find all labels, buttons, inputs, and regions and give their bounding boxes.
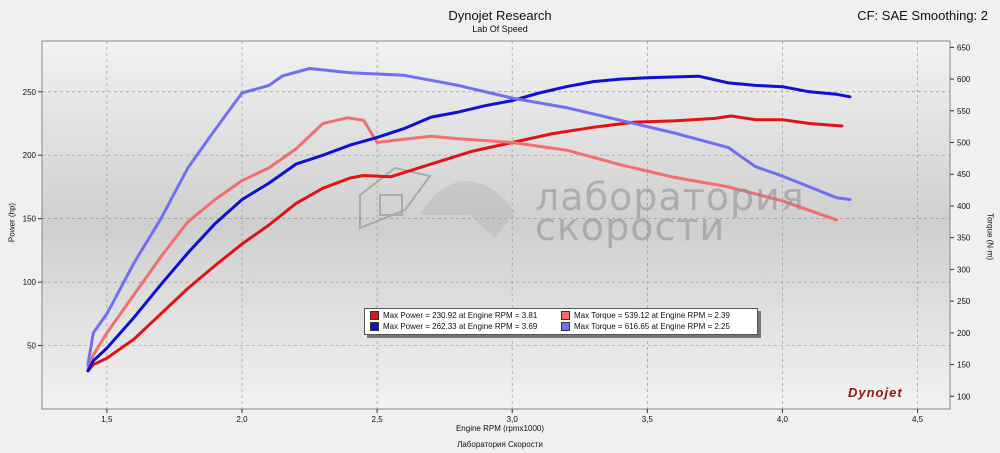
y2-tick-label: 400: [957, 202, 971, 211]
legend-item-red-torque: Max Torque = 539.12 at Engine RPM = 2.39: [561, 311, 730, 320]
series-line-3: [86, 67, 852, 367]
legend-swatch: [370, 311, 379, 320]
x-tick-label: 3,0: [507, 415, 519, 424]
legend: Max Power = 230.92 at Engine RPM = 3.81 …: [364, 308, 758, 335]
chart-subtitle: Lab Of Speed: [472, 24, 528, 34]
watermark-line1: лаборатория: [535, 175, 805, 219]
x-tick-label: 4,5: [912, 415, 924, 424]
x-tick-label: 2,5: [372, 415, 384, 424]
y2-tick-label: 300: [957, 265, 971, 274]
legend-swatch: [561, 311, 570, 320]
y2-tick-label: 650: [957, 43, 971, 52]
series-lines: [86, 67, 852, 373]
legend-text: Max Torque = 539.12 at Engine RPM = 2.39: [574, 311, 730, 320]
series-line-2: [86, 74, 852, 373]
legend-swatch: [370, 322, 379, 331]
legend-swatch: [561, 322, 570, 331]
y2-tick-label: 150: [957, 361, 971, 370]
axes: 1,5 2,0 2,5 3,0 3,5 4,0 4,5 50 100 150 200 250 100 15…: [23, 43, 971, 424]
y-tick-label: 50: [27, 342, 36, 351]
x-tick-label: 2,0: [236, 415, 248, 424]
series-line-1: [86, 116, 838, 370]
y-tick-label: 150: [23, 215, 37, 224]
y-axis-label: Power (hp): [7, 202, 17, 243]
y2-tick-label: 500: [957, 139, 971, 148]
y-tick-label: 250: [23, 88, 37, 97]
watermark-logo: [359, 166, 515, 238]
x-tick-label: 3,5: [642, 415, 654, 424]
correction-info: CF: SAE Smoothing: 2: [857, 8, 988, 23]
y2-axis-label: Torque (N·m): [985, 212, 995, 261]
legend-item-red-power: Max Power = 230.92 at Engine RPM = 3.81: [370, 311, 537, 320]
watermark-line2: скорости: [535, 205, 726, 249]
y2-tick-label: 200: [957, 329, 971, 338]
legend-text: Max Power = 262.33 at Engine RPM = 3.69: [383, 322, 538, 331]
y2-tick-label: 450: [957, 170, 971, 179]
series-line-0: [86, 114, 844, 373]
footer-label: Лаборатория Скорости: [457, 440, 543, 449]
x-axis-label: Engine RPM (rpmx1000): [455, 424, 545, 433]
y-tick-label: 100: [23, 278, 37, 287]
y-tick-label: 200: [23, 151, 37, 160]
dynojet-logo: Dynojet: [848, 385, 903, 400]
x-tick-label: 1,5: [101, 415, 113, 424]
legend-text: Max Power = 230.92 at Engine RPM = 3.81: [383, 311, 538, 320]
y2-tick-label: 550: [957, 107, 971, 116]
legend-item-blue-torque: Max Torque = 616.65 at Engine RPM = 2.25: [561, 322, 730, 331]
legend-item-blue-power: Max Power = 262.33 at Engine RPM = 3.69: [370, 322, 537, 331]
y2-tick-label: 600: [957, 75, 971, 84]
x-tick-label: 4,0: [777, 415, 789, 424]
chart-title: Dynojet Research: [448, 8, 552, 23]
y2-tick-label: 350: [957, 234, 971, 243]
y2-tick-label: 100: [957, 392, 971, 401]
legend-text: Max Torque = 616.65 at Engine RPM = 2.25: [574, 322, 730, 331]
y2-tick-label: 250: [957, 297, 971, 306]
